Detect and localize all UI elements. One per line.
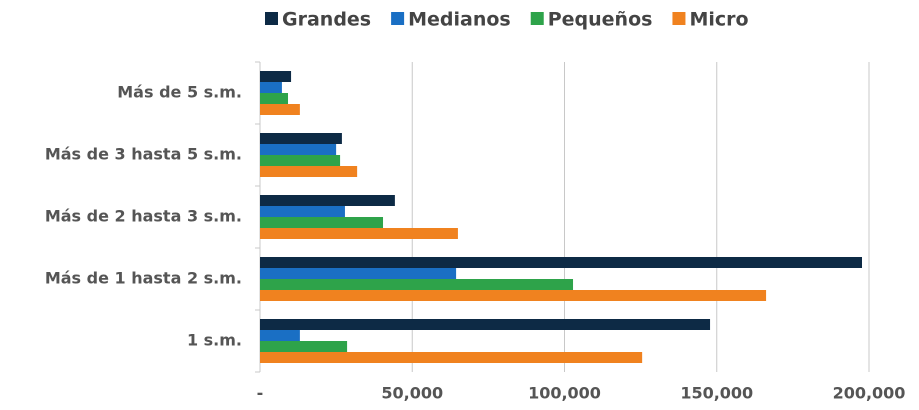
bar [260,155,341,166]
bar [260,195,395,206]
legend-swatch [672,12,686,25]
y-tick-label: Más de 3 hasta 5 s.m. [45,145,242,164]
legend-label: Medianos [408,9,511,31]
x-tick-label: 50,000 [381,384,443,403]
legend-swatch [530,12,544,25]
bar [260,133,342,144]
y-tick-label: Más de 2 hasta 3 s.m. [45,207,242,226]
bar [260,104,300,115]
legend-label: Micro [689,9,748,31]
legend-swatch [391,12,405,25]
bar [260,257,862,268]
bar [260,330,300,341]
y-tick-label: 1 s.m. [187,331,242,350]
legend-label: Pequeños [548,9,653,31]
x-tick-label: - [257,384,264,403]
bar [260,279,574,290]
legend-label: Grandes [282,9,371,31]
bar [260,166,358,177]
bar [260,82,282,93]
bar [260,319,711,330]
legend-swatch [265,12,278,25]
x-tick-label: 100,000 [528,384,601,403]
bar [260,268,457,279]
bar [260,341,348,352]
bar [260,206,345,217]
y-tick-label: Más de 5 s.m. [117,83,242,102]
x-tick-label: 200,000 [833,384,906,403]
bar [260,352,643,363]
bar [260,144,337,155]
bar [260,228,458,239]
bar [260,290,767,301]
x-tick-label: 150,000 [680,384,753,403]
bar [260,71,292,82]
bar [260,93,289,104]
bar [260,217,384,228]
y-tick-label: Más de 1 hasta 2 s.m. [45,269,242,288]
